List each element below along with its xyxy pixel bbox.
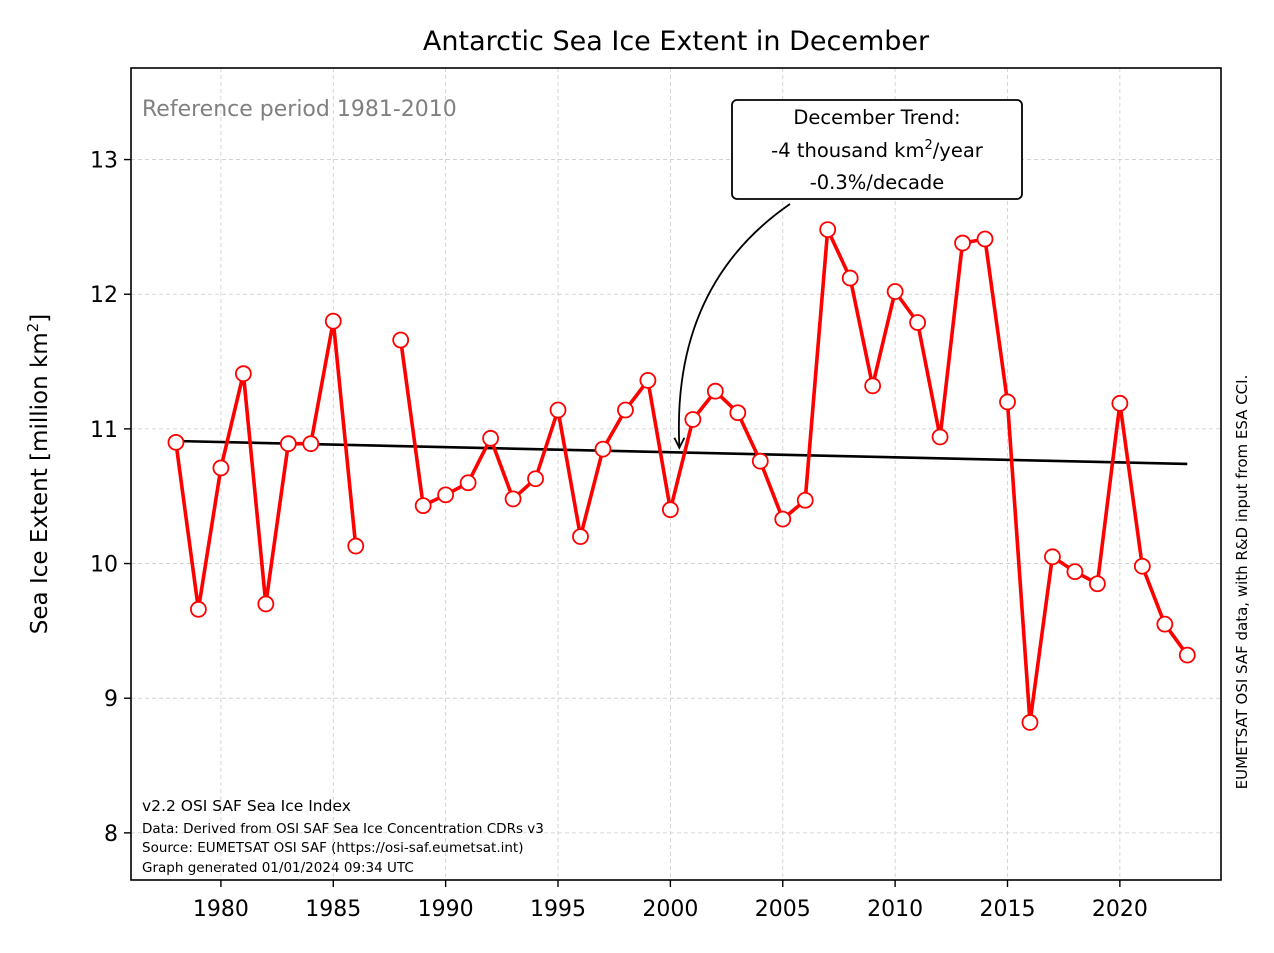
data-point <box>257 595 275 613</box>
data-point <box>414 497 432 515</box>
y-axis-label: Sea Ice Extent [million km2] <box>24 314 53 634</box>
y-tick-label: 9 <box>104 687 118 712</box>
y-tick-label: 10 <box>90 553 118 578</box>
plot-frame <box>130 67 1222 881</box>
annotation-line-3: -0.3%/decade <box>810 171 945 194</box>
data-point <box>527 470 544 488</box>
data-point <box>302 435 320 453</box>
x-tick-label: 1985 <box>305 897 361 922</box>
data-point <box>639 372 657 389</box>
data-point <box>167 433 185 451</box>
data-point <box>886 283 904 300</box>
data-point <box>459 474 477 492</box>
y-axis-label-sup: 2 <box>24 323 42 333</box>
footer-data: Data: Derived from OSI SAF Sea Ice Conce… <box>142 821 544 837</box>
x-axis: 1980 1985 1990 1995 2000 2005 2010 2015 2020 <box>193 880 1148 922</box>
grid <box>131 68 1221 880</box>
data-point <box>976 230 994 248</box>
data-point <box>234 365 252 383</box>
data-point <box>909 314 926 331</box>
data-point <box>796 491 814 509</box>
data-point <box>751 452 769 470</box>
data-point <box>617 401 634 419</box>
footer-version: v2.2 OSI SAF Sea Ice Index <box>142 797 351 815</box>
annotation-line-1: December Trend: <box>793 106 960 129</box>
data-point <box>324 312 342 330</box>
footer-source: Source: EUMETSAT OSI SAF (https://osi-sa… <box>142 840 523 856</box>
footer-generated: Graph generated 01/01/2024 09:34 UTC <box>142 860 414 876</box>
data-point <box>1066 563 1084 581</box>
annotation-box <box>731 99 1023 200</box>
annotation-line-2-post: /year <box>933 139 984 162</box>
data-point <box>482 429 499 447</box>
data-point <box>774 510 792 528</box>
x-tick-label: 2020 <box>1092 897 1148 922</box>
data-point <box>684 411 702 428</box>
data-point <box>279 435 297 453</box>
x-tick-label: 2015 <box>979 897 1035 922</box>
y-axis-label-end: ] <box>27 314 53 323</box>
reference-period-text: Reference period 1981-2010 <box>142 97 457 122</box>
data-point <box>392 331 410 349</box>
data-point <box>729 404 747 422</box>
y-tick-label: 13 <box>90 149 118 174</box>
x-tick-label: 2010 <box>867 897 923 922</box>
y-axis-label-main: Sea Ice Extent [million km <box>27 332 53 634</box>
data-point <box>594 440 612 458</box>
x-tick-label: 1980 <box>193 897 249 922</box>
annotation-arrowhead <box>673 437 686 450</box>
data-point <box>1133 557 1151 575</box>
data-point <box>1156 615 1174 633</box>
x-tick-label: 1995 <box>530 897 586 922</box>
y-tick-label: 12 <box>90 283 118 308</box>
data-point <box>549 401 567 419</box>
data-point <box>1021 714 1039 731</box>
x-tick-label: 2000 <box>642 897 698 922</box>
data-point <box>931 428 949 446</box>
data-point <box>1044 548 1061 566</box>
data-point <box>999 393 1016 411</box>
data-point <box>504 490 522 508</box>
data-point <box>819 221 837 238</box>
data-point <box>572 528 589 546</box>
data-point <box>841 269 859 287</box>
data-point <box>864 377 882 395</box>
series-points <box>167 221 1196 731</box>
data-point <box>954 234 971 252</box>
data-point <box>347 537 365 555</box>
data-point <box>212 459 230 477</box>
y-tick-label: 8 <box>104 822 118 847</box>
annotation-arrow <box>677 203 791 448</box>
annotation-line-2-sup: 2 <box>924 138 932 153</box>
chart-title: Antarctic Sea Ice Extent in December <box>423 26 930 57</box>
data-point <box>437 486 455 504</box>
data-point <box>1178 646 1196 664</box>
data-point <box>706 382 724 400</box>
data-point <box>661 501 679 519</box>
data-point <box>190 600 207 618</box>
y-tick-label: 11 <box>90 418 118 443</box>
data-point <box>1111 394 1129 412</box>
side-credit: EUMETSAT OSI SAF data, with R&D input fr… <box>1233 375 1251 790</box>
annotation-line-2-pre: -4 thousand km <box>771 139 924 162</box>
annotation-line-2: -4 thousand km2/year <box>771 138 984 162</box>
y-axis: 8 9 10 11 12 13 <box>90 149 131 847</box>
x-tick-label: 1990 <box>418 897 474 922</box>
data-point <box>1088 575 1106 593</box>
x-tick-label: 2005 <box>755 897 811 922</box>
